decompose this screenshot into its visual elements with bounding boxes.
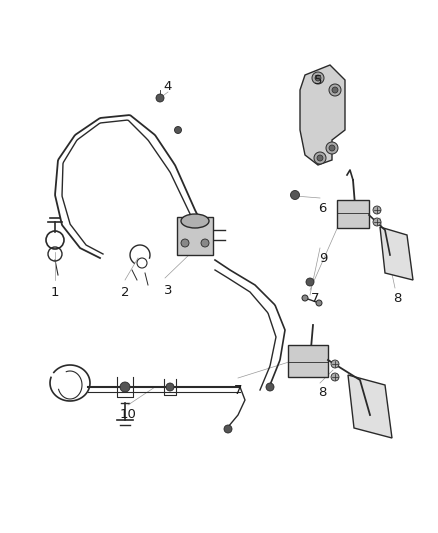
- Text: 1: 1: [51, 286, 59, 298]
- Text: 6: 6: [318, 201, 326, 214]
- Circle shape: [166, 383, 174, 391]
- Circle shape: [331, 373, 339, 381]
- Text: 7: 7: [234, 384, 242, 397]
- Text: 7: 7: [311, 292, 319, 304]
- Text: 4: 4: [164, 79, 172, 93]
- Text: 10: 10: [120, 408, 137, 422]
- Circle shape: [329, 84, 341, 96]
- Circle shape: [373, 206, 381, 214]
- Circle shape: [224, 425, 232, 433]
- Bar: [177, 217, 213, 255]
- Circle shape: [317, 155, 323, 161]
- Ellipse shape: [181, 214, 209, 228]
- Circle shape: [332, 87, 338, 93]
- Polygon shape: [380, 227, 413, 280]
- Circle shape: [120, 382, 130, 392]
- Circle shape: [312, 72, 324, 84]
- Polygon shape: [348, 375, 392, 438]
- Text: 8: 8: [318, 386, 326, 400]
- Circle shape: [326, 142, 338, 154]
- Circle shape: [302, 295, 308, 301]
- Bar: [337, 200, 369, 228]
- Circle shape: [373, 218, 381, 226]
- Bar: [288, 345, 328, 377]
- Circle shape: [201, 239, 209, 247]
- Polygon shape: [300, 65, 345, 165]
- Text: 2: 2: [121, 286, 129, 298]
- Circle shape: [181, 239, 189, 247]
- Circle shape: [329, 145, 335, 151]
- Text: 9: 9: [319, 252, 327, 264]
- Circle shape: [316, 300, 322, 306]
- Circle shape: [306, 278, 314, 286]
- Circle shape: [156, 94, 164, 102]
- Circle shape: [314, 152, 326, 164]
- Text: 5: 5: [314, 74, 322, 86]
- Circle shape: [174, 126, 181, 133]
- Circle shape: [290, 190, 300, 199]
- Text: 8: 8: [393, 292, 401, 304]
- Circle shape: [315, 75, 321, 81]
- Circle shape: [331, 360, 339, 368]
- Circle shape: [266, 383, 274, 391]
- Text: 3: 3: [164, 284, 172, 296]
